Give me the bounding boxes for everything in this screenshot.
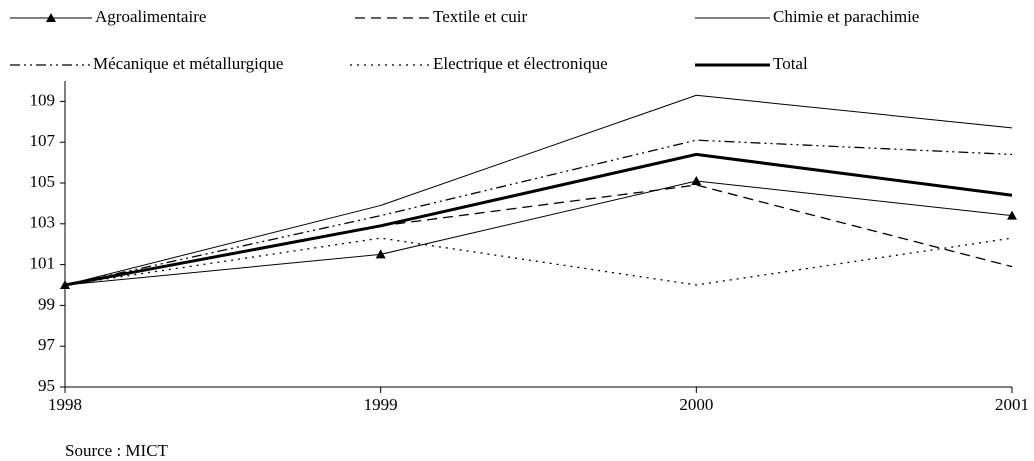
legend-label: Mécanique et métallurgique [93,54,283,73]
series-line [64,152,1013,287]
y-tick-label: 103 [30,213,56,232]
marker [375,249,386,259]
x-tick-label: 1998 [48,395,82,414]
series-line [64,237,1013,286]
y-tick-label: 101 [30,254,56,273]
legend-label: Electrique et électronique [433,54,608,73]
y-tick-label: 99 [38,294,55,313]
y-tick-label: 97 [38,335,56,354]
y-tick-label: 107 [30,131,56,150]
legend-label: Total [773,54,808,73]
series-line [64,94,1013,286]
x-tick-label: 1999 [364,395,398,414]
source-note: Source : MICT [65,441,169,460]
marker [691,175,702,185]
y-tick-label: 105 [30,172,56,191]
marker [1007,210,1017,220]
y-tick-label: 109 [30,90,56,109]
legend-label: Agroalimentaire [95,7,206,26]
x-tick-label: 2001 [995,395,1029,414]
series-line [64,139,1013,286]
x-tick-label: 2000 [679,395,713,414]
y-tick-label: 95 [38,376,55,395]
series-line [64,180,1013,286]
legend-marker [46,13,56,22]
legend-label: Textile et cuir [433,7,527,26]
legend-label: Chimie et parachimie [773,7,919,26]
